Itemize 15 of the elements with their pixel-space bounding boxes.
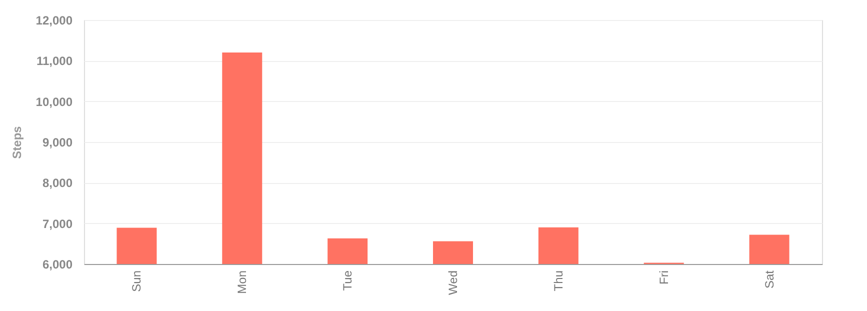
x-tick-label: Mon xyxy=(235,270,250,294)
y-tick-label: 11,000 xyxy=(36,54,73,68)
x-tick-label: Tue xyxy=(340,270,355,291)
x-tick-label: Sun xyxy=(130,270,144,292)
x-tick-label: Thu xyxy=(551,270,566,292)
y-tick-label: 9,000 xyxy=(42,136,73,150)
y-tick-label: 8,000 xyxy=(42,176,73,190)
y-tick-label: 6,000 xyxy=(42,258,73,272)
x-tick-label: Wed xyxy=(446,270,460,295)
x-tick-label: Fri xyxy=(656,270,671,284)
y-axis-title: Steps xyxy=(10,126,24,159)
y-tick-label: 12,000 xyxy=(36,14,73,28)
y-tick-label: 10,000 xyxy=(36,94,73,109)
x-tick-label: Sat xyxy=(762,270,776,289)
y-tick-label: 7,000 xyxy=(42,216,73,231)
